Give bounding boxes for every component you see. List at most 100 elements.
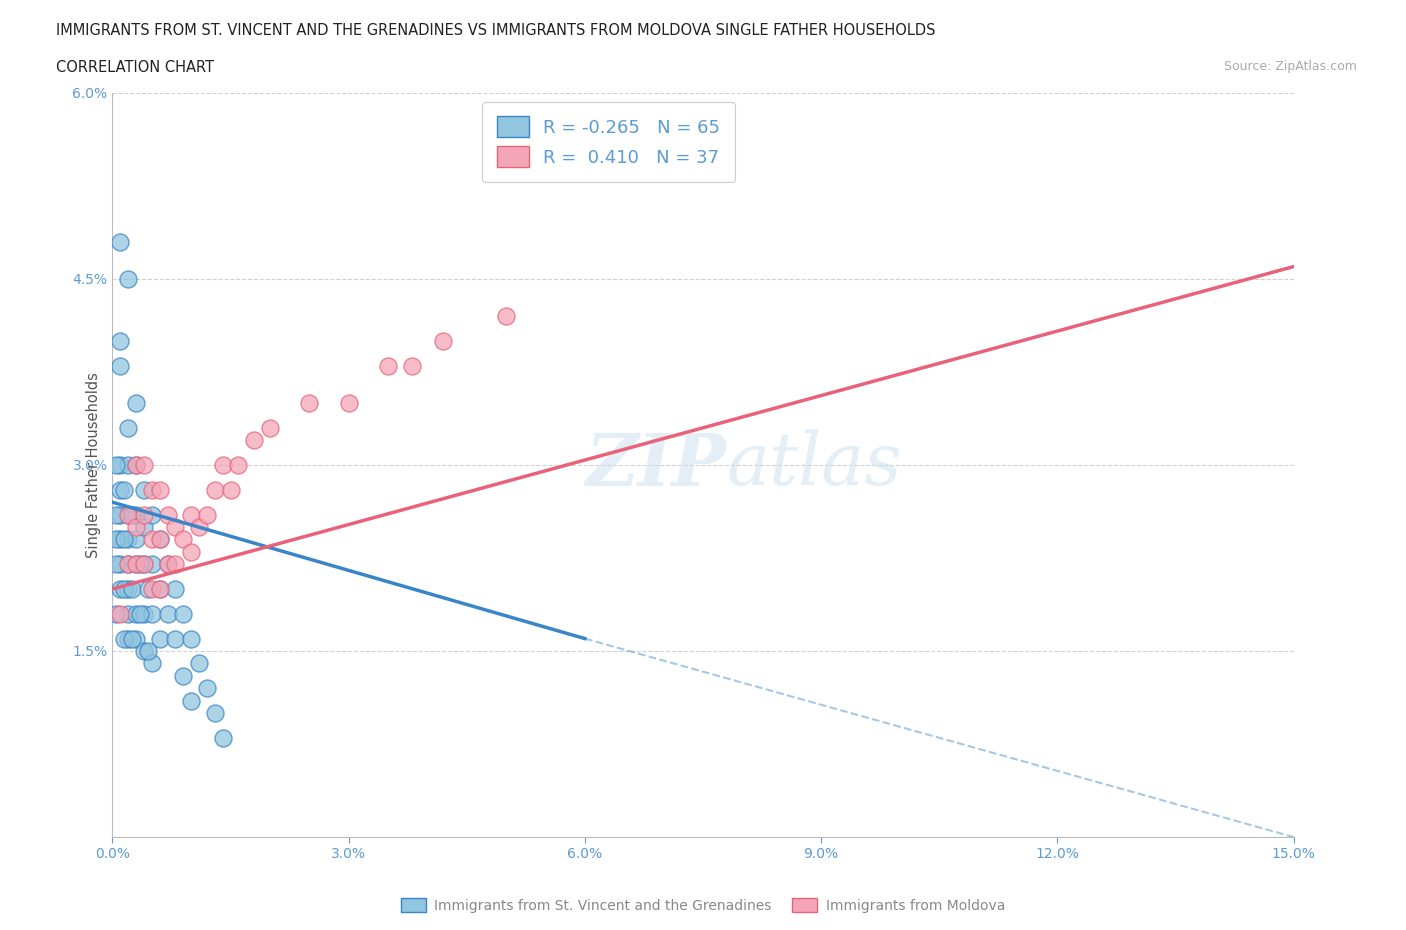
Point [125, 557, 148, 572]
Point [156, 606, 179, 621]
Point [125, 520, 148, 535]
Point [117, 507, 139, 522]
Point [125, 557, 148, 572]
Point [117, 557, 139, 572]
Point [243, 432, 266, 447]
Point [188, 656, 211, 671]
Point [401, 358, 423, 373]
Point [132, 483, 155, 498]
Point [172, 532, 194, 547]
Point [132, 507, 155, 522]
Point [112, 631, 135, 646]
Point [188, 520, 211, 535]
Point [495, 309, 517, 324]
Point [149, 532, 172, 547]
Point [117, 557, 139, 572]
Point [172, 606, 194, 621]
Point [156, 507, 179, 522]
Point [110, 581, 132, 596]
Point [117, 458, 139, 472]
Point [432, 334, 454, 349]
Point [125, 395, 148, 410]
Point [110, 334, 132, 349]
Text: ZIP: ZIP [586, 430, 727, 500]
Point [132, 458, 155, 472]
Point [165, 557, 187, 572]
Point [180, 507, 202, 522]
Point [129, 606, 152, 621]
Point [219, 483, 242, 498]
Point [132, 557, 155, 572]
Point [125, 507, 148, 522]
Point [141, 507, 163, 522]
Point [156, 557, 179, 572]
Point [211, 730, 233, 745]
Point [125, 458, 148, 472]
Point [180, 693, 202, 708]
Point [180, 544, 202, 559]
Point [129, 557, 152, 572]
Point [337, 395, 360, 410]
Point [204, 483, 226, 498]
Point [105, 507, 128, 522]
Point [105, 532, 128, 547]
Point [195, 681, 218, 696]
Point [165, 631, 187, 646]
Point [112, 483, 135, 498]
Point [110, 458, 132, 472]
Point [110, 557, 132, 572]
Point [136, 644, 159, 658]
Point [132, 557, 155, 572]
Point [121, 581, 143, 596]
Point [149, 532, 172, 547]
Point [298, 395, 321, 410]
Point [228, 458, 250, 472]
Point [141, 606, 163, 621]
Point [211, 458, 233, 472]
Point [165, 581, 187, 596]
Point [125, 458, 148, 472]
Point [149, 631, 172, 646]
Point [117, 507, 139, 522]
Y-axis label: Single Father Households: Single Father Households [86, 372, 101, 558]
Point [105, 458, 128, 472]
Point [117, 420, 139, 435]
Point [195, 507, 218, 522]
Point [105, 557, 128, 572]
Point [132, 644, 155, 658]
Point [117, 581, 139, 596]
Text: Source: ZipAtlas.com: Source: ZipAtlas.com [1223, 60, 1357, 73]
Point [180, 631, 202, 646]
Point [125, 631, 148, 646]
Point [117, 272, 139, 286]
Point [110, 483, 132, 498]
Point [110, 532, 132, 547]
Point [204, 706, 226, 721]
Point [105, 606, 128, 621]
Point [110, 606, 132, 621]
Point [149, 581, 172, 596]
Point [112, 581, 135, 596]
Point [117, 606, 139, 621]
Text: IMMIGRANTS FROM ST. VINCENT AND THE GRENADINES VS IMMIGRANTS FROM MOLDOVA SINGLE: IMMIGRANTS FROM ST. VINCENT AND THE GREN… [56, 23, 936, 38]
Point [141, 483, 163, 498]
Point [110, 358, 132, 373]
Point [141, 581, 163, 596]
Point [165, 520, 187, 535]
Point [132, 520, 155, 535]
Point [121, 507, 143, 522]
Point [125, 606, 148, 621]
Point [125, 532, 148, 547]
Point [141, 656, 163, 671]
Point [149, 483, 172, 498]
Legend: R = -0.265   N = 65, R =  0.410   N = 37: R = -0.265 N = 65, R = 0.410 N = 37 [482, 102, 735, 181]
Point [141, 557, 163, 572]
Text: CORRELATION CHART: CORRELATION CHART [56, 60, 214, 75]
Point [117, 532, 139, 547]
Point [149, 581, 172, 596]
Point [110, 507, 132, 522]
Point [110, 234, 132, 249]
Point [156, 557, 179, 572]
Point [534, 111, 557, 126]
Point [377, 358, 399, 373]
